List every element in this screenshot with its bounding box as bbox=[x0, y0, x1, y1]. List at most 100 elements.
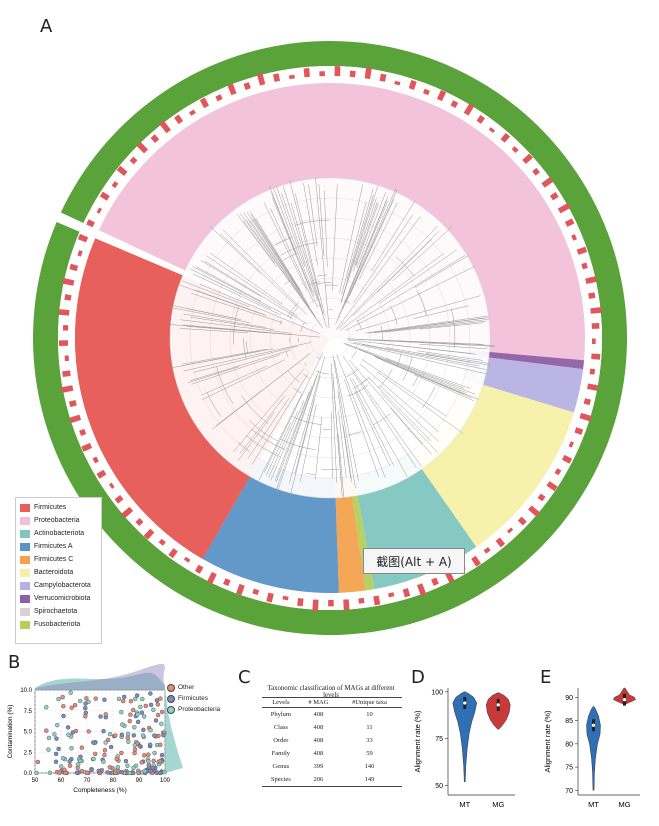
branch-arc bbox=[300, 322, 305, 333]
red-bar bbox=[549, 192, 559, 201]
branch bbox=[237, 411, 275, 462]
red-bar bbox=[588, 292, 596, 299]
table-caption: Taxonomic classification of MAGs at diff… bbox=[267, 685, 395, 699]
scatter-point bbox=[161, 732, 166, 738]
table-cell: Genus bbox=[272, 763, 290, 770]
scatter-point bbox=[127, 718, 133, 724]
red-bar bbox=[589, 368, 596, 375]
red-bar bbox=[58, 340, 69, 347]
branch bbox=[242, 220, 275, 264]
branch bbox=[190, 349, 291, 381]
branch bbox=[352, 378, 408, 477]
branch bbox=[354, 390, 391, 467]
branch-arc bbox=[246, 341, 249, 355]
red-bar bbox=[69, 263, 79, 272]
branch bbox=[335, 200, 387, 325]
branch bbox=[365, 315, 489, 334]
branch-arc bbox=[287, 302, 300, 318]
branch bbox=[187, 308, 242, 321]
branch-arc bbox=[243, 337, 247, 360]
branch bbox=[205, 255, 298, 317]
table-row: Species 206 149 bbox=[262, 773, 402, 787]
legend-item: Firmicutes bbox=[167, 693, 220, 704]
scatter-point bbox=[134, 693, 140, 698]
x-tick-label: 60 bbox=[58, 778, 65, 784]
y-axis-label: Alignment rate (%) bbox=[413, 710, 422, 773]
scatter-point bbox=[67, 759, 72, 764]
scatter-point bbox=[60, 756, 66, 761]
branch-arc bbox=[372, 413, 391, 426]
scatter-point bbox=[69, 705, 74, 710]
scatter-point bbox=[119, 732, 125, 737]
branch bbox=[210, 252, 283, 305]
red-bar bbox=[463, 103, 475, 116]
branch-arc bbox=[361, 378, 368, 384]
branch bbox=[303, 182, 318, 266]
red-bar bbox=[408, 80, 417, 90]
scatter-point bbox=[148, 702, 154, 708]
red-bar bbox=[561, 454, 573, 464]
branch bbox=[258, 393, 303, 481]
red-bar bbox=[349, 70, 356, 78]
red-bar bbox=[96, 469, 107, 479]
scatter-point bbox=[159, 721, 164, 727]
scatter-point bbox=[59, 764, 64, 769]
branch bbox=[216, 390, 263, 426]
branch bbox=[367, 376, 432, 442]
scatter-point bbox=[157, 758, 163, 764]
x-tick-label: MT bbox=[459, 800, 470, 809]
red-bar bbox=[223, 578, 231, 587]
y-tick-label: 70 bbox=[565, 788, 573, 795]
scatter-point bbox=[73, 728, 79, 734]
branch bbox=[375, 357, 472, 399]
scatter-point bbox=[139, 710, 145, 715]
red-bar bbox=[495, 537, 506, 548]
legend-item: Firmicutes C bbox=[16, 553, 101, 566]
red-bar bbox=[319, 71, 325, 77]
violin-median bbox=[496, 703, 500, 707]
scatter-point bbox=[89, 767, 94, 773]
red-bar bbox=[554, 468, 562, 476]
table-row: Phylum 408 10 bbox=[262, 708, 402, 722]
branch-arc bbox=[245, 434, 281, 458]
branch bbox=[341, 201, 367, 295]
table-cell: 399 bbox=[313, 763, 324, 770]
red-bar bbox=[564, 218, 575, 227]
branch bbox=[350, 342, 486, 375]
scatter-point bbox=[84, 696, 89, 701]
branch-arc bbox=[317, 304, 323, 307]
branch bbox=[417, 350, 484, 361]
branch-arc bbox=[345, 368, 359, 378]
scatter-point bbox=[148, 768, 153, 774]
panel-b-label: B bbox=[8, 652, 21, 673]
grid-circle bbox=[309, 317, 351, 359]
legend-marker bbox=[167, 705, 175, 714]
branch bbox=[171, 351, 260, 369]
scatter-point bbox=[86, 729, 91, 734]
branch-arc bbox=[416, 290, 427, 316]
table-cell: 408 bbox=[313, 724, 324, 731]
scatter-point bbox=[85, 770, 90, 776]
scatter-point bbox=[46, 735, 52, 741]
scatter-point bbox=[127, 770, 133, 776]
red-bar bbox=[64, 294, 72, 301]
red-bar bbox=[236, 583, 245, 596]
table-cell: 33 bbox=[366, 737, 373, 744]
y-tick-label: 100 bbox=[431, 689, 443, 696]
scatter-point bbox=[74, 770, 80, 775]
branch-arc bbox=[351, 351, 357, 359]
scatter-point bbox=[119, 769, 125, 775]
branch bbox=[204, 260, 308, 325]
branch bbox=[390, 407, 423, 445]
branch bbox=[251, 373, 309, 465]
scatter-point bbox=[114, 756, 119, 762]
scatter-point bbox=[91, 740, 96, 745]
red-bar bbox=[587, 383, 598, 391]
red-bar bbox=[62, 324, 69, 331]
table-row: Class 408 11 bbox=[262, 721, 402, 734]
scatter-point bbox=[68, 690, 73, 695]
legend-marker bbox=[167, 683, 175, 692]
scatter-point bbox=[151, 707, 156, 713]
red-bar bbox=[143, 528, 155, 540]
table-header-cell: # MAG bbox=[308, 699, 329, 706]
